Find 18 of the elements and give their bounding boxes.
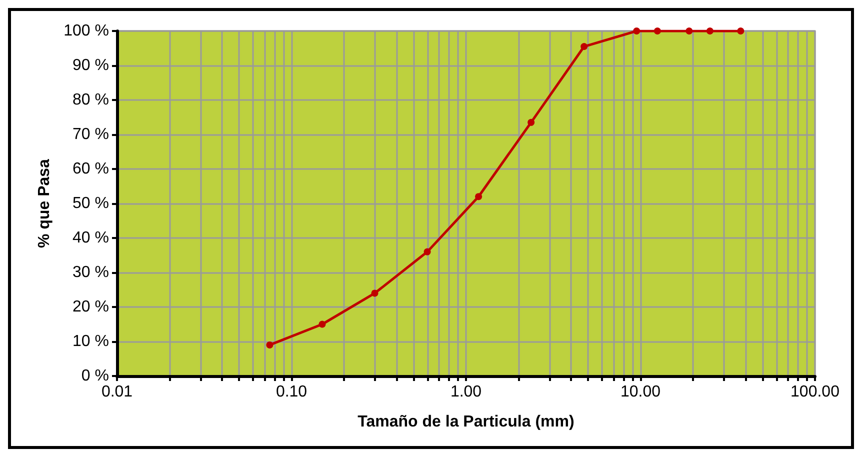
- x-tick-label: 0.10: [276, 384, 308, 400]
- x-tick-label: 1.00: [450, 384, 482, 400]
- x-axis-title: Tamaño de la Particula (mm): [358, 414, 574, 430]
- x-tick-label: 100.00: [790, 384, 840, 400]
- y-tick-label: 50 %: [72, 195, 109, 212]
- y-tick-label: 60 %: [72, 160, 109, 178]
- y-tick-label: 90 %: [72, 57, 109, 74]
- y-tick-label: 40 %: [72, 230, 109, 246]
- y-tick-label: 20 %: [72, 298, 109, 316]
- x-tick-label: 0.01: [101, 384, 133, 400]
- y-tick-label: 100 %: [64, 22, 109, 40]
- x-tick-label: 10.00: [620, 384, 661, 400]
- y-tick-label: 10 %: [72, 333, 109, 350]
- y-axis-title: % que Pasa: [36, 158, 54, 248]
- y-tick-label: 80 %: [72, 92, 109, 108]
- y-tick-label: 0 %: [81, 368, 109, 384]
- y-tick-label: 70 %: [72, 126, 109, 143]
- y-tick-label: 30 %: [72, 264, 109, 281]
